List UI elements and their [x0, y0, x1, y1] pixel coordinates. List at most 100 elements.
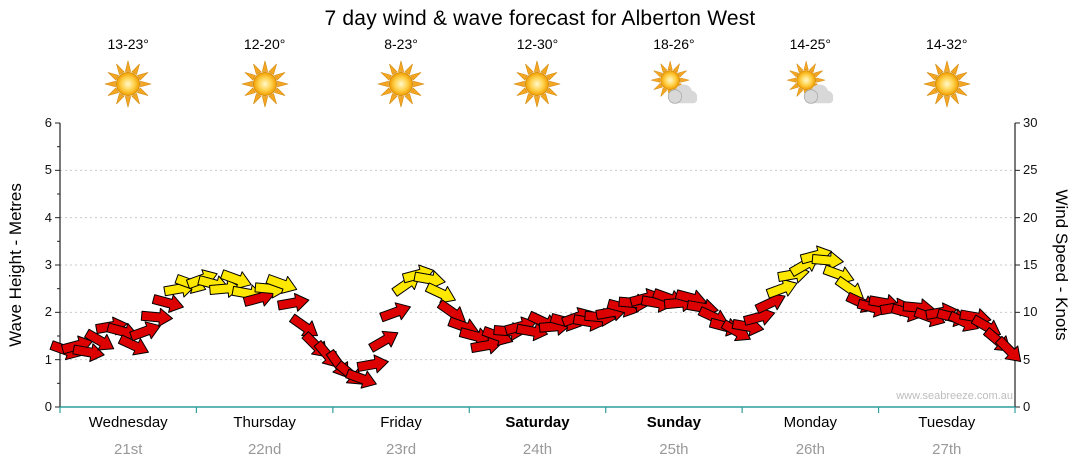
day-name: Sunday — [646, 414, 701, 431]
wind-arrow — [890, 303, 923, 323]
temp-range: 14-32° — [926, 36, 968, 52]
wind-arrow — [140, 307, 174, 327]
weather-icons-row — [60, 58, 1015, 114]
wind-arrow — [936, 308, 969, 328]
y-left-axis-title: Wave Height - Metres — [6, 183, 25, 347]
wind-arrow — [743, 307, 776, 326]
day-date: 22nd — [247, 441, 282, 458]
wind-arrow — [595, 302, 628, 322]
wind-arrow — [84, 328, 115, 351]
sun-icon — [923, 60, 970, 107]
temp-range: 13-23° — [107, 36, 149, 52]
day-name: Thursday — [233, 414, 296, 431]
wind-arrow — [879, 297, 912, 317]
y-axis-tick-label: 6 — [44, 115, 52, 130]
wind-arrow — [60, 335, 94, 355]
sun-icon — [104, 60, 152, 107]
day-date: 21st — [114, 441, 143, 458]
y-axis-tick-label: 20 — [1023, 209, 1038, 225]
wind-arrow — [220, 269, 252, 290]
sun-cloud-icon — [787, 60, 834, 104]
day-date: 25th — [659, 441, 689, 458]
day-name: Friday — [380, 414, 422, 431]
y-right-axis-title: Wind Speed - Knots — [1052, 189, 1071, 341]
wind-arrow — [765, 278, 798, 299]
wind-arrow — [584, 307, 617, 327]
y-axis-tick-label: 25 — [1023, 162, 1038, 178]
wind-arrow — [629, 288, 662, 307]
wind-arrow — [983, 327, 1011, 352]
y-axis-tick-label: 4 — [44, 209, 52, 225]
wind-arrow — [686, 298, 719, 318]
day-name: Saturday — [505, 414, 570, 431]
sun-icon — [101, 57, 155, 116]
wind-arrow — [436, 299, 466, 322]
wind-arrow — [561, 307, 593, 327]
wind-arrow — [72, 343, 105, 362]
temp-range: 14-25° — [789, 36, 832, 52]
sun-icon — [510, 57, 564, 116]
wind-arrow — [458, 327, 491, 346]
y-axis-tick-label: 3 — [44, 257, 52, 272]
sun-cloud-icon — [783, 57, 837, 116]
day-name: Tuesday — [918, 414, 976, 431]
wind-arrow — [902, 298, 935, 318]
wind-arrow — [106, 322, 139, 342]
temp-range: 18-26° — [653, 36, 695, 52]
wind-arrow — [652, 288, 684, 309]
wind-arrow — [822, 264, 855, 285]
wind-arrow — [572, 312, 605, 332]
y-axis-tick-label: 15 — [1023, 257, 1038, 272]
wind-arrow — [515, 322, 549, 342]
wind-arrow — [391, 274, 421, 297]
day-dates-row: 21st 22nd 23rd 24th 25th 26th 27th — [60, 441, 1015, 458]
wind-arrow — [674, 289, 707, 309]
wind-arrow — [856, 298, 889, 318]
sun-cloud-icon — [647, 57, 701, 116]
wind-arrow — [174, 274, 207, 294]
sun-icon — [377, 60, 425, 107]
wind-arrow — [470, 335, 503, 355]
wind-arrow — [959, 308, 992, 327]
day-date: 26th — [795, 441, 825, 458]
wind-arrow — [811, 251, 844, 271]
wind-arrow — [265, 274, 298, 294]
wind-arrow — [834, 275, 864, 299]
wind-arrow — [754, 292, 786, 314]
wind-arrow — [913, 307, 946, 328]
wind-arrow — [209, 278, 242, 298]
wind-arrow — [663, 293, 697, 313]
wind-arrow — [527, 310, 559, 332]
wind-arrow — [277, 293, 310, 312]
wind-arrow — [731, 317, 765, 337]
wind-arrow — [301, 331, 328, 358]
sun-icon — [514, 60, 561, 107]
wind-arrow — [129, 321, 161, 342]
y-axis-tick-label: 30 — [1023, 115, 1038, 130]
watermark: www.seabreeze.com.au — [896, 390, 1013, 402]
y-axis-tick-label: 5 — [44, 162, 52, 178]
wind-arrow — [325, 349, 349, 379]
sun-icon — [920, 57, 974, 116]
wind-arrow — [289, 313, 319, 337]
wind-arrow — [197, 275, 230, 294]
wind-arrow — [254, 279, 287, 299]
sun-icon — [241, 60, 288, 107]
wind-arrow — [447, 316, 480, 337]
day-date: 24th — [522, 441, 553, 458]
sun-cloud-icon — [650, 60, 698, 104]
wind-arrow — [606, 298, 639, 318]
wind-arrow — [538, 316, 572, 336]
day-date: 27th — [932, 441, 962, 458]
temp-range: 12-20° — [243, 36, 286, 52]
sun-icon — [374, 57, 428, 116]
temp-range: 12-30° — [516, 36, 559, 52]
wind-arrow — [95, 316, 128, 336]
wind-arrow — [242, 288, 275, 307]
wind-arrow — [970, 314, 1001, 337]
sun-icon — [238, 57, 292, 116]
wind-arrow — [640, 294, 674, 313]
wind-arrow — [335, 360, 363, 385]
wind-arrow — [231, 284, 264, 304]
y-axis-tick-label: 2 — [44, 304, 52, 320]
